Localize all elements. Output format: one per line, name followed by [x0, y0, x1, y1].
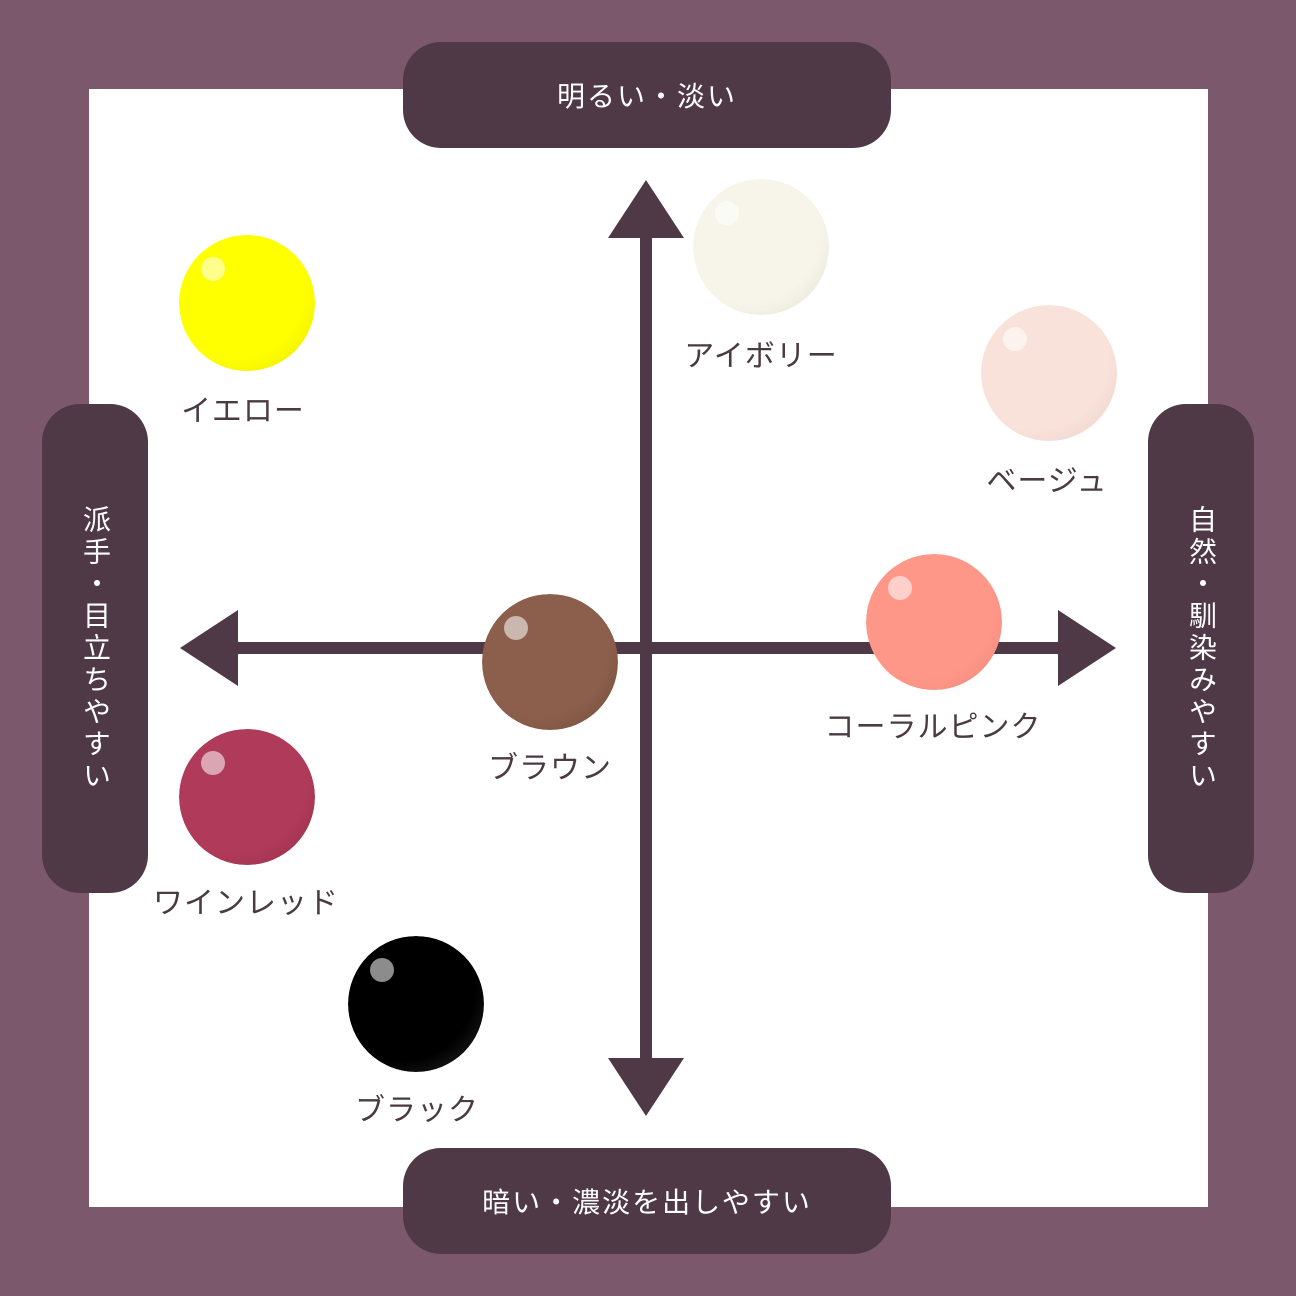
- arrow-right-icon: [1058, 610, 1116, 686]
- ivory-label: アイボリー: [684, 339, 838, 374]
- beige-ball: [981, 305, 1117, 441]
- axis-label-right: 自然・馴染みやすい: [1148, 404, 1254, 893]
- arrow-left-icon: [180, 610, 238, 686]
- axis-label-left: 派手・目立ちやすい: [42, 404, 148, 893]
- arrow-down-icon: [608, 1058, 684, 1116]
- yellow-ball: [179, 235, 315, 371]
- brown-ball: [482, 594, 618, 730]
- black-label: ブラック: [355, 1093, 479, 1128]
- coral-pink-ball: [866, 554, 1002, 690]
- coral-pink-label: コーラルピンク: [824, 710, 1042, 745]
- yellow-label: イエロー: [181, 394, 305, 429]
- black-ball: [348, 936, 484, 1072]
- beige-label: ベージュ: [986, 464, 1108, 499]
- wine-red-ball: [179, 729, 315, 865]
- wine-red-label: ワインレッド: [153, 886, 339, 921]
- axis-label-top: 明るい・淡い: [403, 42, 891, 148]
- brown-label: ブラウン: [488, 751, 612, 786]
- ivory-ball: [693, 179, 829, 315]
- arrow-up-icon: [608, 180, 684, 238]
- axis-label-bottom: 暗い・濃淡を出しやすい: [403, 1148, 891, 1254]
